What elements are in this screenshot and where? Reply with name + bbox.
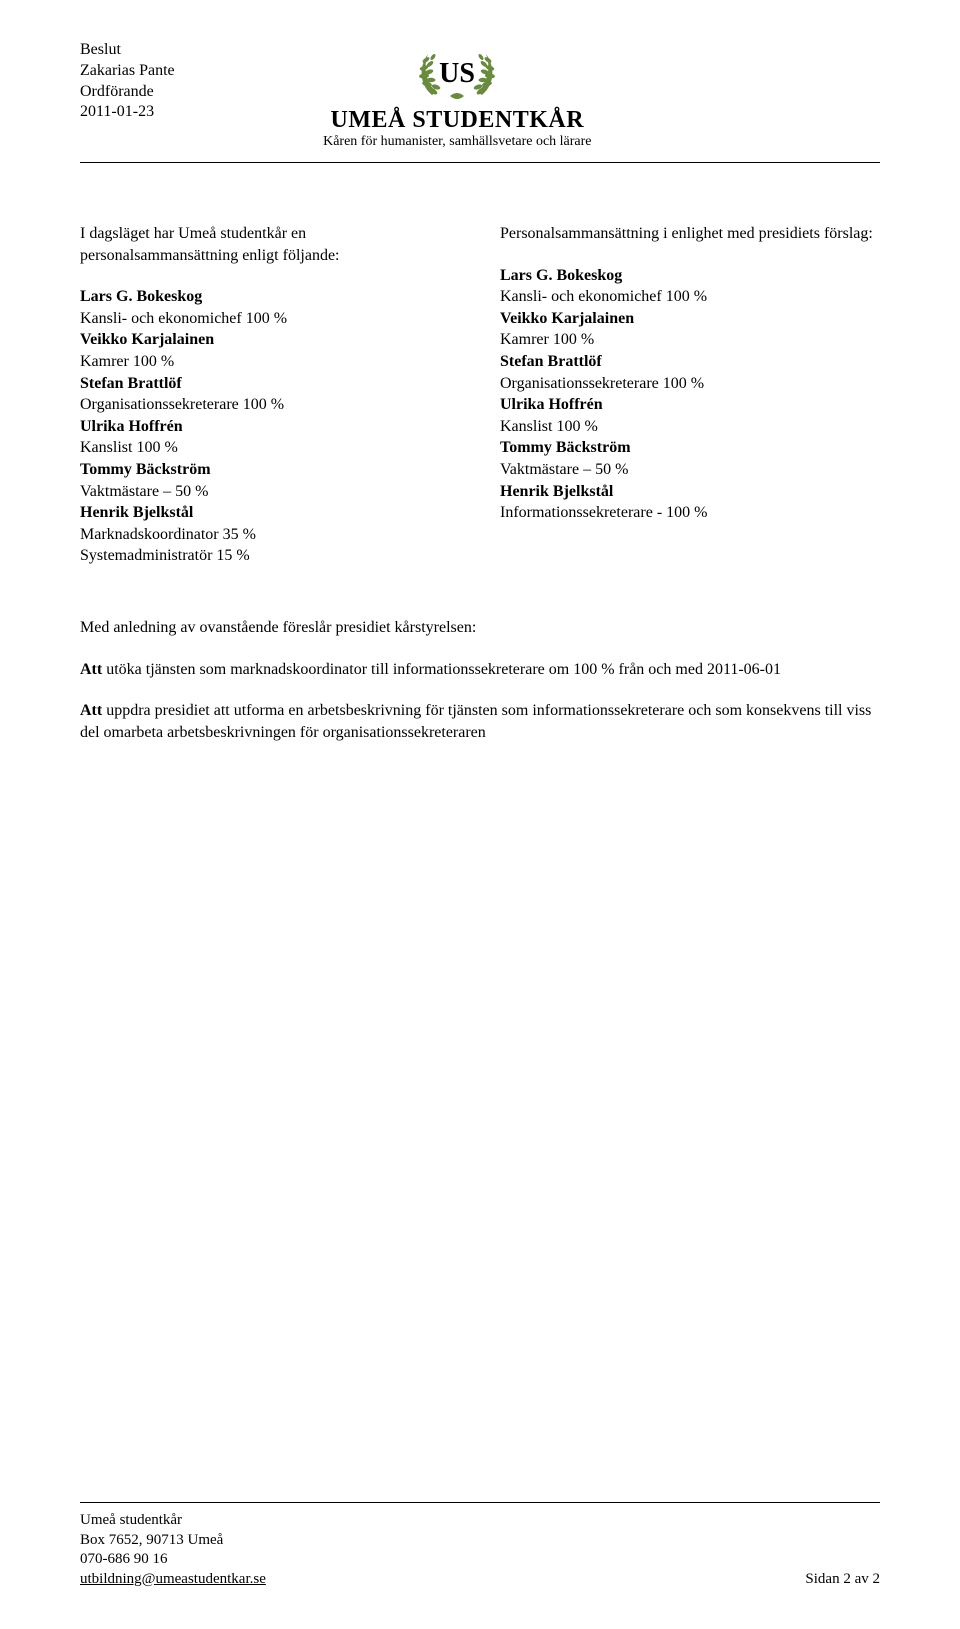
person-entry: Veikko KarjalainenKamrer 100 % [500, 308, 880, 351]
person-name: Veikko Karjalainen [80, 329, 460, 351]
current-intro: I dagsläget har Umeå studentkår en perso… [80, 223, 460, 266]
person-name: Henrik Bjelkstål [500, 481, 880, 503]
person-role: Kansli- och ekonomichef 100 % [80, 308, 460, 330]
person-entry: Stefan BrattlöfOrganisationssekreterare … [500, 351, 880, 394]
header-brand: US UMEÅ STUDENTKÅR Kåren för humanister,… [35, 40, 880, 150]
person-role: Vaktmästare – 50 % [80, 481, 460, 503]
person-name: Veikko Karjalainen [500, 308, 880, 330]
proposals-intro: Med anledning av ovanstående föreslår pr… [80, 617, 880, 639]
page-header: Beslut Zakarias Pante Ordförande 2011-01… [80, 40, 880, 163]
person-entry: Henrik BjelkstålMarknadskoordinator 35 %… [80, 502, 460, 567]
proposal-item: Att utöka tjänsten som marknadskoordinat… [80, 659, 880, 681]
person-role: Organisationssekreterare 100 % [500, 373, 880, 395]
person-entry: Veikko KarjalainenKamrer 100 % [80, 329, 460, 372]
person-role: Systemadministratör 15 % [80, 545, 460, 567]
person-name: Ulrika Hoffrén [80, 416, 460, 438]
person-entry: Lars G. BokeskogKansli- och ekonomichef … [500, 265, 880, 308]
footer-contact: Umeå studentkår Box 7652, 90713 Umeå 070… [80, 1511, 266, 1589]
proposal-text: uppdra presidiet att utforma en arbetsbe… [80, 702, 871, 741]
person-role: Organisationssekreterare 100 % [80, 394, 460, 416]
person-role: Kansli- och ekonomichef 100 % [500, 286, 880, 308]
wreath-logo-icon: US [412, 40, 502, 107]
person-entry: Lars G. BokeskogKansli- och ekonomichef … [80, 286, 460, 329]
person-role: Kanslist 100 % [80, 437, 460, 459]
person-role: Informationssekreterare - 100 % [500, 502, 880, 524]
proposed-intro: Personalsammansättning i enlighet med pr… [500, 223, 880, 245]
person-name: Lars G. Bokeskog [80, 286, 460, 308]
proposals-section: Med anledning av ovanstående föreslår pr… [80, 617, 880, 743]
person-entry: Ulrika HoffrénKanslist 100 % [80, 416, 460, 459]
person-name: Stefan Brattlöf [80, 373, 460, 395]
person-entry: Tommy BäckströmVaktmästare – 50 % [500, 437, 880, 480]
person-name: Lars G. Bokeskog [500, 265, 880, 287]
proposal-lead: Att [80, 661, 102, 678]
person-name: Henrik Bjelkstål [80, 502, 460, 524]
person-role: Kamrer 100 % [80, 351, 460, 373]
person-role: Vaktmästare – 50 % [500, 459, 880, 481]
page-number: Sidan 2 av 2 [805, 1570, 880, 1590]
footer-email-link[interactable]: utbildning@umeastudentkar.se [80, 1571, 266, 1587]
staffing-columns: I dagsläget har Umeå studentkår en perso… [80, 223, 880, 567]
proposal-item: Att uppdra presidiet att utforma en arbe… [80, 700, 880, 743]
person-role: Kanslist 100 % [500, 416, 880, 438]
current-staffing-column: I dagsläget har Umeå studentkår en perso… [80, 223, 460, 567]
person-name: Stefan Brattlöf [500, 351, 880, 373]
footer-phone: 070-686 90 16 [80, 1550, 266, 1570]
footer-address: Box 7652, 90713 Umeå [80, 1531, 266, 1551]
org-tagline: Kåren för humanister, samhällsvetare och… [323, 134, 591, 150]
person-entry: Ulrika HoffrénKanslist 100 % [500, 394, 880, 437]
proposed-staffing-column: Personalsammansättning i enlighet med pr… [500, 223, 880, 567]
person-entry: Stefan BrattlöfOrganisationssekreterare … [80, 373, 460, 416]
person-name: Ulrika Hoffrén [500, 394, 880, 416]
person-name: Tommy Bäckström [500, 437, 880, 459]
person-role: Marknadskoordinator 35 % [80, 524, 460, 546]
proposal-lead: Att [80, 702, 102, 719]
person-role: Kamrer 100 % [500, 329, 880, 351]
person-entry: Tommy BäckströmVaktmästare – 50 % [80, 459, 460, 502]
footer-org: Umeå studentkår [80, 1511, 266, 1531]
person-entry: Henrik BjelkstålInformationssekreterare … [500, 481, 880, 524]
org-name: UMEÅ STUDENTKÅR [331, 107, 585, 134]
proposal-text: utöka tjänsten som marknadskoordinator t… [102, 661, 781, 678]
person-name: Tommy Bäckström [80, 459, 460, 481]
svg-text:US: US [439, 58, 475, 89]
current-people-list: Lars G. BokeskogKansli- och ekonomichef … [80, 286, 460, 567]
proposed-people-list: Lars G. BokeskogKansli- och ekonomichef … [500, 265, 880, 524]
page-footer: Umeå studentkår Box 7652, 90713 Umeå 070… [80, 1502, 880, 1589]
